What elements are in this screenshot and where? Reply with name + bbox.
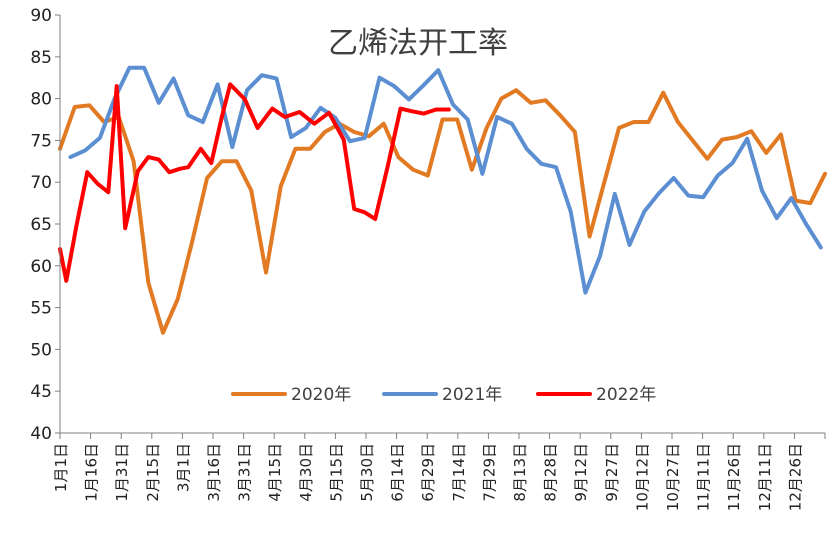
- y-tick-label: 85: [30, 48, 52, 68]
- x-tick-label: 12月26日: [786, 443, 804, 511]
- x-tick-label: 8月13日: [511, 443, 529, 502]
- y-tick-label: 70: [30, 173, 52, 193]
- x-tick-label: 1月31日: [113, 443, 131, 502]
- y-tick-label: 60: [30, 257, 52, 277]
- x-tick-label: 6月29日: [419, 443, 437, 502]
- y-tick-label: 40: [30, 424, 52, 444]
- x-tick-label: 12月11日: [756, 443, 774, 511]
- x-tick-label: 1月1日: [52, 443, 70, 492]
- x-tick-label: 5月30日: [358, 443, 376, 502]
- series-line-1: [58, 88, 827, 335]
- x-tick-label: 6月14日: [389, 443, 407, 502]
- x-tick-label: 8月28日: [542, 443, 560, 502]
- x-tick-label: 7月14日: [450, 443, 468, 502]
- x-tick-label: 3月1日: [174, 443, 192, 492]
- x-tick-label: 11月11日: [695, 443, 713, 511]
- legend-label: 2020年: [291, 385, 351, 405]
- x-tick-label: 4月15日: [266, 443, 284, 502]
- x-tick-label: 2月15日: [144, 443, 162, 502]
- y-tick-label: 50: [30, 340, 52, 360]
- x-tick-label: 9月27日: [603, 443, 621, 502]
- legend: 2020年 2021年 2022年: [231, 385, 656, 405]
- x-tick-label: 5月15日: [327, 443, 345, 502]
- chart-title: 乙烯法开工率: [328, 26, 508, 61]
- series-line-3: [58, 82, 451, 283]
- x-axis-ticks: 1月1日 1月16日 1月31日 2月15日 3月1日 3月16日 3月31日 4月15日 4月…: [52, 433, 826, 511]
- y-tick-label: 65: [30, 215, 52, 235]
- y-tick-label: 90: [30, 6, 52, 26]
- x-tick-label: 11月26日: [725, 443, 743, 511]
- y-tick-label: 75: [30, 131, 52, 151]
- series-lines: [58, 65, 827, 335]
- x-tick-label: 10月27日: [664, 443, 682, 511]
- x-tick-label: 3月31日: [236, 443, 254, 502]
- x-tick-label: 4月30日: [297, 443, 315, 502]
- legend-label: 2022年: [596, 385, 656, 405]
- x-tick-label: 3月16日: [205, 443, 223, 502]
- x-tick-label: 1月16日: [83, 443, 101, 502]
- y-tick-label: 45: [30, 382, 52, 402]
- y-tick-label: 80: [30, 90, 52, 110]
- legend-label: 2021年: [442, 385, 502, 405]
- y-axis-ticks: 40 45 50 55 60 65 70 75 80 85 90: [30, 6, 60, 444]
- y-tick-label: 55: [30, 299, 52, 319]
- series-line-2: [68, 65, 823, 295]
- x-tick-label: 10月12日: [633, 443, 651, 511]
- x-tick-label: 7月29日: [480, 443, 498, 502]
- x-tick-label: 9月12日: [572, 443, 590, 502]
